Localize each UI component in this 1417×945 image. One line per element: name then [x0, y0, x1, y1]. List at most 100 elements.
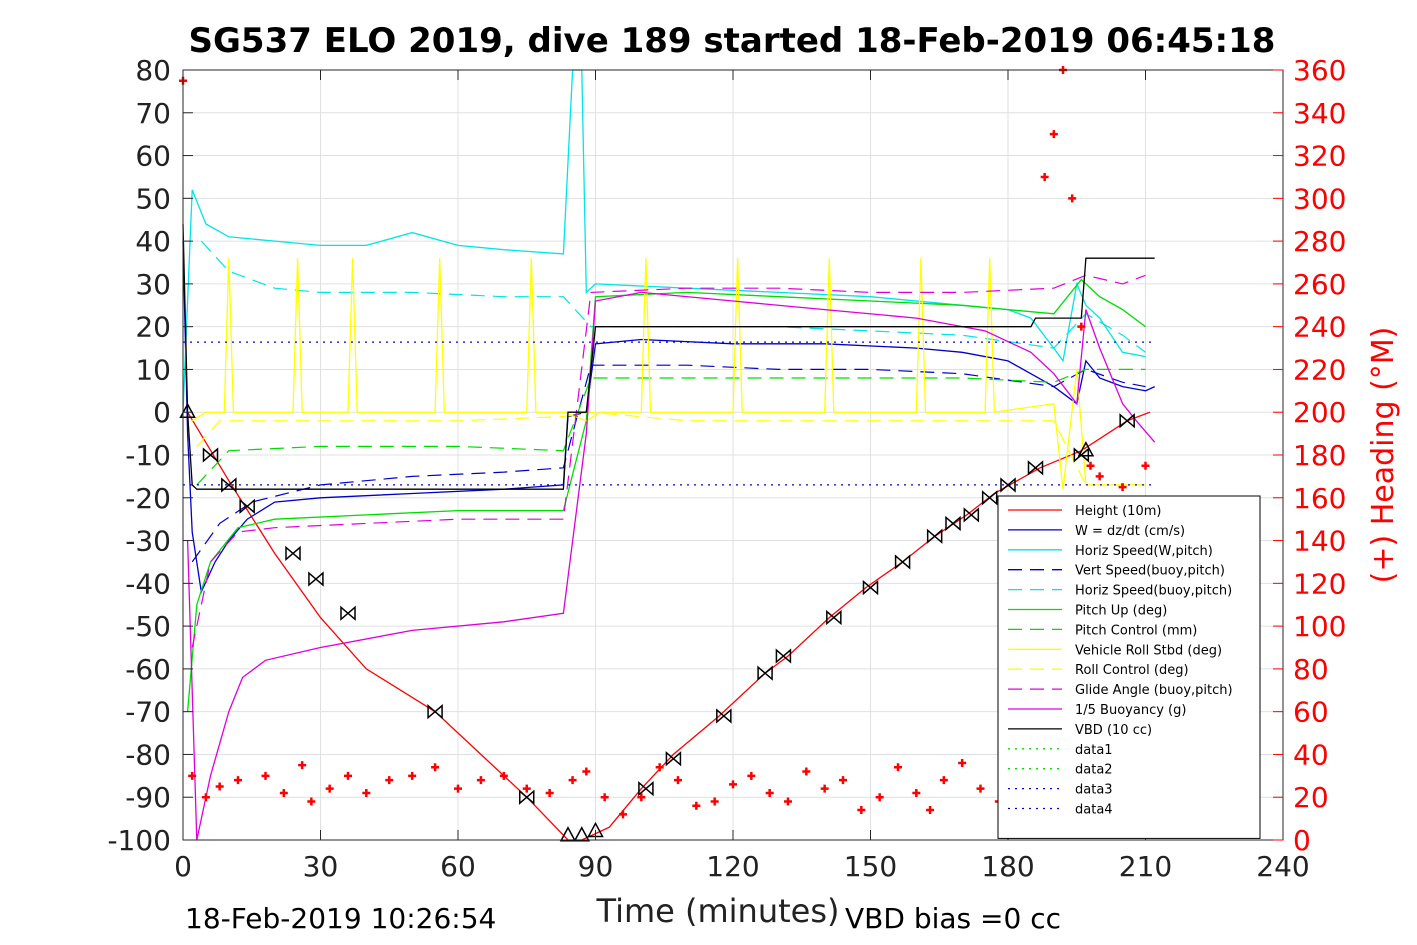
heading-point — [1077, 322, 1086, 331]
y-tick-label: 60 — [135, 140, 171, 173]
heading-point — [1040, 172, 1049, 181]
heading-point — [1118, 483, 1127, 492]
y-tick-label: 40 — [135, 225, 171, 258]
heading-point — [637, 793, 646, 802]
legend-entry: data1 — [1075, 743, 1113, 758]
y-tick-label: -60 — [125, 653, 171, 686]
series-line-1 — [182, 241, 1155, 595]
heading-point — [476, 776, 485, 785]
marker-bowtie — [1119, 413, 1135, 429]
x-tick-label: 180 — [981, 850, 1034, 883]
y-right-tick-label: 100 — [1293, 610, 1346, 643]
marker-bowtie — [202, 447, 219, 463]
heading-point — [201, 793, 210, 802]
y-tick-label: 80 — [135, 54, 171, 87]
heading-point — [839, 776, 847, 785]
marker-bowtie — [981, 490, 998, 506]
marker-bowtie — [826, 609, 842, 626]
y-tick-label: 0 — [153, 396, 171, 429]
y-right-tick-label: 260 — [1293, 268, 1346, 301]
marker-bowtie — [221, 477, 237, 493]
heading-point — [344, 771, 352, 780]
legend-entry: Horiz Speed(W,pitch) — [1075, 544, 1213, 559]
x-tick-label: 150 — [844, 850, 897, 883]
y-right-tick-label: 0 — [1293, 824, 1311, 857]
x-tick-label: 210 — [1119, 850, 1172, 883]
x-axis-label: Time (minutes) — [596, 892, 840, 930]
y-right-tick-label: 80 — [1293, 653, 1329, 686]
marker-bowtie — [894, 554, 911, 570]
marker-bowtie — [963, 507, 980, 523]
marker-bowtie — [716, 708, 732, 724]
x-tick-label: 30 — [303, 850, 339, 883]
marker-triangle — [573, 826, 591, 842]
y-tick-label: 20 — [135, 311, 171, 344]
heading-point — [619, 810, 627, 819]
heading-point — [802, 767, 811, 776]
heading-point — [1141, 461, 1150, 470]
legend-entry: Pitch Up (deg) — [1075, 604, 1167, 619]
legend-entry: Height (10m) — [1075, 504, 1161, 519]
series-line-6 — [196, 368, 1146, 486]
heading-point — [912, 788, 921, 797]
legend-entry: 1/5 Buoyancy (g) — [1075, 703, 1186, 718]
legend: Height (10m) W = dz/dt (cm/s) Horiz Speed(… — [997, 495, 1261, 839]
marker-bowtie — [775, 648, 792, 664]
legend-entry: Glide Angle (buoy,pitch) — [1075, 683, 1233, 698]
heading-point — [454, 784, 462, 793]
x-tick-label: 90 — [578, 850, 614, 883]
heading-point — [545, 788, 554, 797]
heading-point — [234, 776, 242, 785]
heading-point — [600, 793, 609, 802]
heading-point — [784, 797, 792, 806]
heading-point — [939, 776, 948, 785]
legend-entry: Vert Speed(buoy,pitch) — [1075, 564, 1225, 579]
heading-point — [298, 761, 307, 770]
series-line-2 — [182, 69, 1146, 413]
legend-entry: data3 — [1075, 783, 1113, 798]
x-tick-label: 0 — [174, 850, 192, 883]
marker-bowtie — [239, 498, 255, 514]
heading-point — [729, 780, 737, 789]
marker-bowtie — [945, 515, 961, 532]
series-line-9 — [191, 274, 1146, 648]
legend-entry: VBD (10 cc) — [1075, 723, 1152, 738]
y-tick-label: 50 — [135, 182, 171, 215]
heading-point — [261, 771, 270, 780]
heading-point — [674, 776, 682, 785]
heading-point — [279, 788, 288, 797]
y-tick-label: -90 — [125, 781, 171, 814]
heading-point — [958, 759, 967, 767]
heading-point — [499, 771, 508, 780]
marker-triangle — [1077, 441, 1095, 457]
x-tick-label: 60 — [440, 850, 476, 883]
heading-point — [522, 784, 531, 793]
marker-bowtie — [340, 605, 356, 621]
y-right-tick-label: 240 — [1293, 311, 1346, 344]
y-tick-label: -20 — [125, 482, 171, 515]
legend-entry: data4 — [1075, 803, 1113, 818]
legend-entry: Vehicle Roll Stbd (deg) — [1075, 643, 1222, 658]
axes: 0 30 60 90 120 150 180 210 24080706050403020100-… — [107, 54, 1346, 883]
heading-point — [1095, 472, 1104, 481]
series-line-7 — [191, 258, 1146, 490]
heading-point — [385, 776, 394, 785]
y-right-tick-label: 140 — [1293, 525, 1346, 558]
heading-point — [710, 797, 719, 806]
y-right-tick-label: 120 — [1293, 567, 1346, 600]
marker-bowtie — [926, 528, 943, 544]
legend-entry: Pitch Control (mm) — [1075, 623, 1197, 638]
y-right-tick-label: 40 — [1293, 738, 1329, 771]
footer-vbd-bias: VBD bias =0 cc — [845, 902, 1061, 935]
y-tick-label: 10 — [135, 353, 171, 386]
y-tick-label: -10 — [125, 439, 171, 472]
heading-point — [325, 784, 334, 793]
marker-bowtie — [862, 579, 879, 596]
y-right-tick-label: 160 — [1293, 482, 1346, 515]
heading-point — [894, 763, 902, 772]
heading-point — [1086, 461, 1095, 470]
heading-point — [857, 806, 866, 815]
y-right-tick-label: 360 — [1293, 54, 1346, 87]
heading-point — [568, 776, 577, 785]
marker-bowtie — [1000, 477, 1016, 493]
